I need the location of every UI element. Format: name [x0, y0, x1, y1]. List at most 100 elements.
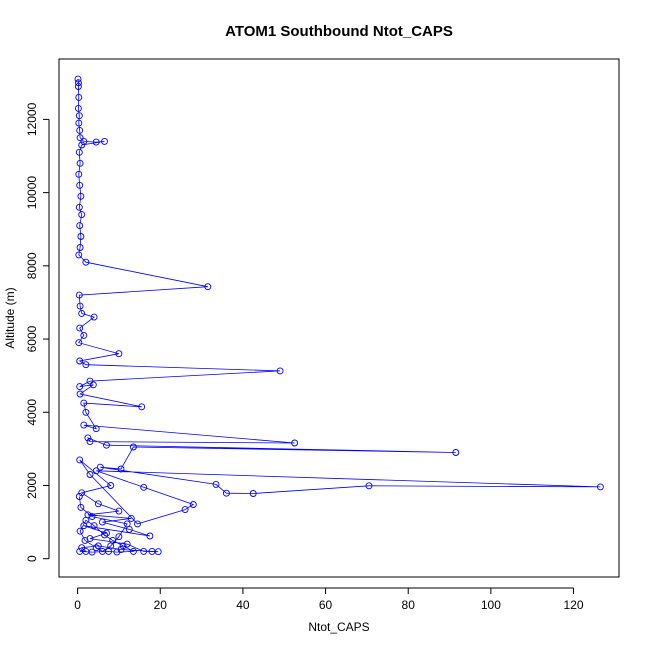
data-point [148, 547, 156, 555]
data-point [76, 159, 84, 167]
data-point [596, 483, 604, 491]
data-point [140, 483, 148, 491]
data-point [94, 542, 102, 550]
data-point [74, 83, 82, 90]
data-point [92, 138, 100, 146]
data-point [138, 403, 146, 411]
data-point [76, 134, 84, 142]
data-point [94, 500, 102, 508]
data-point [80, 331, 88, 339]
data-point [101, 137, 108, 145]
data-point [78, 141, 86, 149]
data-point [75, 493, 83, 500]
data-point [115, 350, 123, 358]
data-point [115, 533, 123, 541]
y-axis-label: Altitude (m) [3, 287, 17, 348]
x-tick-label: 60 [319, 598, 333, 612]
data-point [74, 79, 82, 87]
data-point [82, 408, 90, 416]
x-axis: 0 20 40 60 80 100 120 [74, 587, 584, 612]
data-point [82, 361, 90, 369]
data-point [78, 211, 86, 219]
data-point [75, 203, 83, 211]
data-point [291, 439, 299, 447]
data-point [365, 482, 373, 490]
data-point [96, 463, 104, 471]
data-point [82, 258, 90, 266]
data-point [78, 489, 86, 497]
x-tick-label: 0 [74, 598, 81, 612]
data-point [107, 482, 115, 489]
data-point [129, 443, 137, 451]
data-point [89, 381, 97, 389]
data-point [249, 490, 257, 497]
data-point [119, 542, 127, 550]
data-point [90, 313, 98, 321]
y-tick-label: 8000 [25, 252, 39, 279]
data-point [82, 516, 90, 524]
data-point [276, 367, 284, 375]
y-tick-label: 4000 [25, 399, 39, 426]
data-point [92, 425, 100, 433]
data-point [80, 399, 88, 407]
y-tick-label: 12000 [25, 102, 39, 136]
data-point [86, 535, 94, 543]
data-point [76, 181, 84, 189]
data-point [140, 547, 148, 555]
data-layer [74, 75, 604, 556]
data-point [113, 548, 121, 556]
data-point [76, 222, 84, 230]
data-point [76, 302, 84, 310]
data-point [75, 339, 83, 347]
data-point [452, 449, 460, 456]
data-point [146, 532, 154, 540]
data-point [76, 456, 84, 464]
data-point [75, 112, 83, 120]
chart-title: ATOM1 Southbound Ntot_CAPS [225, 23, 453, 40]
data-point [123, 520, 131, 528]
data-point [76, 527, 84, 535]
y-axis: 0 2000 4000 6000 8000 10000 12000 [25, 102, 50, 562]
data-point [76, 547, 84, 555]
data-point [75, 170, 83, 178]
data-point [127, 514, 135, 522]
data-point [204, 283, 212, 291]
data-point [181, 506, 189, 514]
data-point [212, 480, 220, 488]
data-point [88, 513, 96, 521]
data-point [103, 441, 110, 449]
data-point [77, 192, 85, 200]
data-point [92, 467, 100, 475]
data-point [77, 233, 85, 240]
data-point [75, 148, 83, 156]
data-point [81, 536, 89, 544]
y-tick-label: 6000 [25, 325, 39, 352]
x-tick-label: 120 [564, 598, 584, 612]
data-point [222, 489, 230, 497]
plot-frame [58, 58, 620, 578]
data-point [80, 137, 88, 145]
data-point [74, 104, 82, 112]
y-tick-label: 2000 [25, 472, 39, 499]
data-point [86, 438, 94, 446]
data-point [123, 540, 131, 548]
data-point [76, 390, 84, 398]
x-tick-label: 100 [481, 598, 501, 612]
x-tick-label: 20 [154, 598, 168, 612]
data-point [117, 465, 125, 473]
data-point [98, 518, 106, 526]
data-point [76, 244, 84, 251]
data-point [134, 520, 141, 528]
data-point [74, 75, 82, 83]
data-point [75, 119, 83, 127]
data-point [98, 547, 106, 555]
data-point [76, 357, 84, 365]
data-point [80, 421, 88, 429]
y-tick-label: 0 [25, 555, 39, 562]
data-point [107, 542, 115, 550]
y-tick-label: 10000 [25, 176, 39, 210]
data-point [92, 544, 100, 552]
data-point [76, 383, 84, 391]
data-point [75, 251, 83, 259]
